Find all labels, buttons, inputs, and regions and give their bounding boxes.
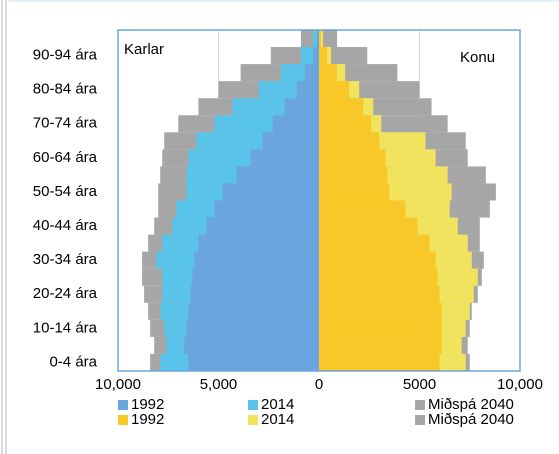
bar: [206, 217, 319, 235]
bar: [296, 81, 319, 99]
legend-label: Miðspá 2040: [428, 411, 514, 428]
bar: [198, 234, 319, 252]
legend-swatch: [415, 415, 425, 425]
bar: [284, 98, 319, 116]
bar: [188, 353, 319, 371]
bar: [184, 336, 319, 354]
legend-label: 1992: [131, 411, 164, 428]
y-tick-label: 30-34 ára: [33, 251, 98, 268]
bar: [319, 183, 390, 201]
bar: [319, 30, 338, 48]
x-tick-label: 0: [315, 376, 323, 393]
bar: [312, 30, 319, 48]
bar: [312, 47, 319, 65]
annotation: Karlar: [124, 41, 164, 58]
y-tick-label: 90-94 ára: [33, 47, 98, 64]
bar: [262, 132, 319, 150]
bar: [319, 47, 328, 65]
bar: [316, 30, 319, 48]
bar: [319, 302, 442, 320]
legend-swatch: [248, 415, 258, 425]
y-tick-label: 50-54 ára: [33, 183, 98, 200]
legend-label: 2014: [261, 411, 294, 428]
y-tick-label: 0-4 ára: [49, 353, 97, 370]
legend-label: Miðspá 2040: [428, 396, 514, 413]
y-tick-label: 20-24 ára: [33, 285, 98, 302]
bar: [236, 166, 319, 184]
legend-label: 2014: [261, 396, 294, 413]
y-tick-label: 40-44 ára: [33, 217, 98, 234]
bar: [319, 353, 440, 371]
y-tick-label: 70-74 ára: [33, 115, 98, 132]
legend-swatch: [118, 400, 128, 410]
plot-frame: [117, 29, 521, 372]
x-tick-label: 10,000: [95, 376, 141, 393]
legend-swatch: [248, 400, 258, 410]
bar: [319, 217, 418, 235]
bar: [319, 166, 388, 184]
bar: [186, 319, 319, 337]
bar: [319, 149, 386, 167]
bar: [188, 302, 319, 320]
x-tick-label: 10,000: [497, 376, 543, 393]
bar: [319, 268, 438, 286]
bar: [319, 132, 380, 150]
legend-swatch: [118, 415, 128, 425]
bar: [319, 30, 322, 48]
bar: [250, 149, 319, 167]
bar: [272, 115, 319, 133]
bar: [319, 64, 338, 82]
bar: [319, 319, 442, 337]
legend-swatch: [415, 400, 425, 410]
y-tick-label: 60-64 ára: [33, 149, 98, 166]
bar: [319, 81, 350, 99]
bar: [319, 200, 406, 218]
y-tick-label: 80-84 ára: [33, 81, 98, 98]
annotation: Konu: [460, 49, 495, 66]
legend-label: 1992: [131, 396, 164, 413]
x-tick-label: 5000: [403, 376, 436, 393]
bar: [319, 98, 364, 116]
bar: [319, 251, 436, 269]
bar: [194, 251, 319, 269]
bar: [319, 336, 442, 354]
bar: [214, 200, 319, 218]
y-tick-label: 10-14 ára: [33, 319, 98, 336]
bar: [319, 234, 430, 252]
x-tick-label: 5,000: [200, 376, 238, 393]
bar: [190, 285, 319, 303]
bar: [304, 64, 319, 82]
plot: [117, 30, 521, 371]
bar: [319, 285, 440, 303]
bar: [222, 183, 319, 201]
bar: [319, 115, 372, 133]
bar: [192, 268, 319, 286]
